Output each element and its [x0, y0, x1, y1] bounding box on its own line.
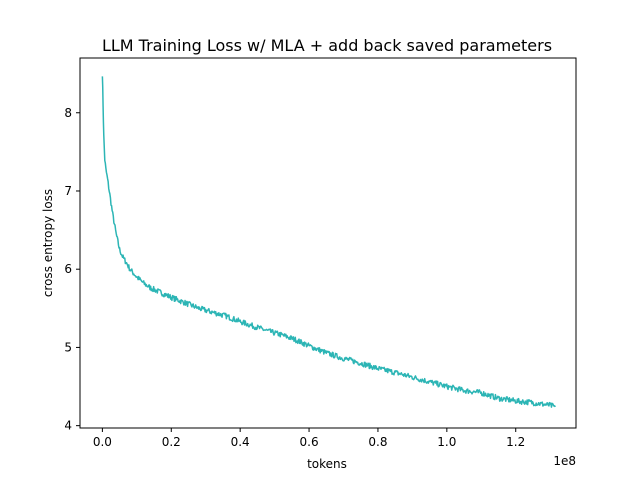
y-axis-label: cross entropy loss — [41, 189, 55, 297]
series-layer — [101, 76, 556, 408]
x-axis-scale-label: 1e8 — [553, 454, 576, 468]
chart-title: LLM Training Loss w/ MLA + add back save… — [102, 36, 552, 55]
x-tick-label: 1.0 — [437, 435, 456, 449]
y-axis: 4 5 6 7 8 — [64, 106, 80, 433]
x-tick-label: 1.2 — [506, 435, 525, 449]
x-tick-label: 0.6 — [300, 435, 319, 449]
x-tick-label: 0.0 — [93, 435, 112, 449]
x-tick-label: 0.4 — [231, 435, 250, 449]
y-tick-label: 7 — [64, 184, 72, 198]
x-tick-label: 0.8 — [368, 435, 387, 449]
y-tick-label: 8 — [64, 106, 72, 120]
x-axis: 0.0 0.2 0.4 0.6 0.8 1.0 1.2 — [93, 428, 525, 449]
y-tick-label: 6 — [64, 262, 72, 276]
x-axis-label: tokens — [307, 457, 347, 471]
y-tick-label: 4 — [64, 419, 72, 433]
x-tick-label: 0.2 — [162, 435, 181, 449]
y-tick-label: 5 — [64, 340, 72, 354]
loss-series-line — [101, 76, 556, 408]
plot-frame — [79, 57, 577, 429]
